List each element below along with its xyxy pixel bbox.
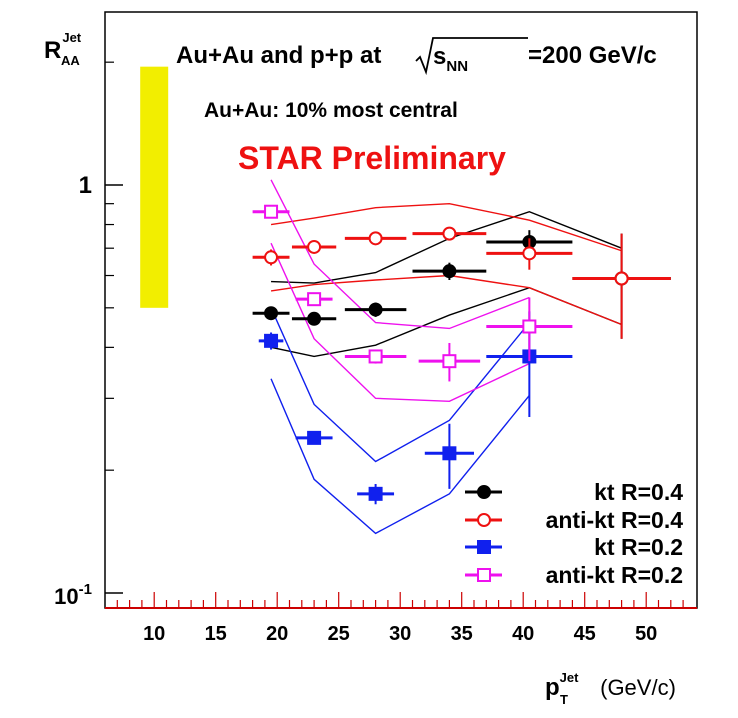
x-tick-label: 30 (389, 623, 411, 645)
data-point-kt-r-0-2 (357, 483, 395, 505)
marker-square (442, 446, 457, 461)
sys-band-upper-anti-kt-r-0-2 (270, 179, 530, 330)
sys-band-lower-kt-r-0-2 (270, 378, 530, 535)
legend-entry-kt-r-0-2: kt R=0.2 (465, 534, 683, 560)
data-point-kt-r-0-4 (252, 306, 290, 321)
data-point-kt-r-0-2 (424, 423, 474, 489)
marker-circle (264, 306, 279, 321)
sys-band-upper-kt-r-0-4 (271, 210, 622, 284)
data-point-anti-kt-r-0-4 (344, 231, 407, 246)
legend-label: anti-kt R=0.2 (546, 562, 683, 588)
data-point-anti-kt-r-0-4 (291, 239, 337, 254)
x-tick-label: 35 (451, 623, 473, 645)
data-point-kt-r-0-4 (344, 302, 407, 317)
sys-band-lower-anti-kt-r-0-2 (270, 242, 530, 403)
marker-circle (368, 302, 383, 317)
legend-entry-anti-kt-r-0-4: anti-kt R=0.4 (465, 507, 683, 533)
legend-marker (477, 485, 491, 499)
marker-square (307, 292, 322, 307)
legend-label: kt R=0.2 (594, 534, 683, 560)
marker-circle (522, 246, 537, 261)
y-axis-ticks (105, 61, 123, 594)
data-point-anti-kt-r-0-2 (252, 204, 290, 219)
marker-square (522, 319, 537, 334)
legend-marker (477, 513, 491, 527)
marker-square (368, 486, 383, 501)
data-points (252, 204, 671, 505)
legend-entry-anti-kt-r-0-2: anti-kt R=0.2 (465, 562, 683, 588)
marker-square (264, 333, 279, 348)
systematic-bands (270, 179, 622, 535)
sqrt-s-label: sNN (433, 43, 468, 75)
y-tick-label-0.1: 10-1 (54, 581, 92, 609)
y-tick-label-1: 1 (79, 172, 92, 199)
data-point-anti-kt-r-0-4 (572, 233, 671, 339)
sqrt-symbol (415, 37, 528, 76)
legend-marker (477, 568, 491, 582)
legend-label: anti-kt R=0.4 (546, 507, 684, 533)
x-axis-label: pJet T (GeV/c) (545, 670, 676, 707)
chart-title-text: Au+Au and p+p at (176, 42, 381, 69)
x-tick-label: 25 (328, 623, 350, 645)
data-point-kt-r-0-2 (258, 332, 284, 350)
x-axis-ticks: 10 15 20 25 30 35 40 45 50 (116, 592, 684, 645)
data-point-anti-kt-r-0-2 (295, 292, 333, 307)
marker-circle (264, 250, 279, 265)
marker-circle (307, 239, 322, 254)
data-point-kt-r-0-4 (412, 262, 487, 281)
y-axis-label: RJet AA (44, 30, 82, 68)
data-point-anti-kt-r-0-2 (418, 342, 481, 382)
marker-square (307, 430, 322, 445)
data-point-anti-kt-r-0-4 (412, 226, 487, 241)
star-preliminary-label: STAR Preliminary (238, 140, 506, 176)
data-point-kt-r-0-2 (295, 430, 333, 445)
data-point-anti-kt-r-0-2 (486, 297, 573, 362)
sys-band-upper-kt-r-0-2 (270, 307, 530, 463)
legend-label: kt R=0.4 (594, 479, 683, 505)
legend-marker (477, 540, 491, 554)
data-point-anti-kt-r-0-4 (486, 238, 573, 270)
sys-band-lower-anti-kt-r-0-4 (270, 274, 622, 326)
data-point-kt-r-0-4 (291, 311, 337, 326)
data-point-anti-kt-r-0-4 (252, 249, 290, 266)
marker-circle (307, 311, 322, 326)
marker-circle (614, 271, 629, 286)
marker-square (264, 204, 279, 219)
x-tick-label: 40 (512, 623, 534, 645)
x-tick-label: 10 (143, 623, 165, 645)
x-tick-label: 20 (266, 623, 288, 645)
marker-square (368, 349, 383, 364)
data-point-anti-kt-r-0-2 (344, 349, 407, 364)
legend-entry-kt-r-0-4: kt R=0.4 (465, 479, 683, 505)
marker-circle (442, 226, 457, 241)
marker-circle (442, 264, 457, 279)
x-tick-label: 45 (574, 623, 596, 645)
sys-band-upper-anti-kt-r-0-4 (270, 202, 622, 252)
energy-label: =200 GeV/c (528, 42, 657, 69)
normalization-uncertainty-band (140, 66, 169, 308)
marker-circle (368, 231, 383, 246)
centrality-label: Au+Au: 10% most central (204, 99, 458, 122)
x-tick-label: 15 (205, 623, 227, 645)
marker-square (442, 354, 457, 369)
x-tick-label: 50 (635, 623, 657, 645)
